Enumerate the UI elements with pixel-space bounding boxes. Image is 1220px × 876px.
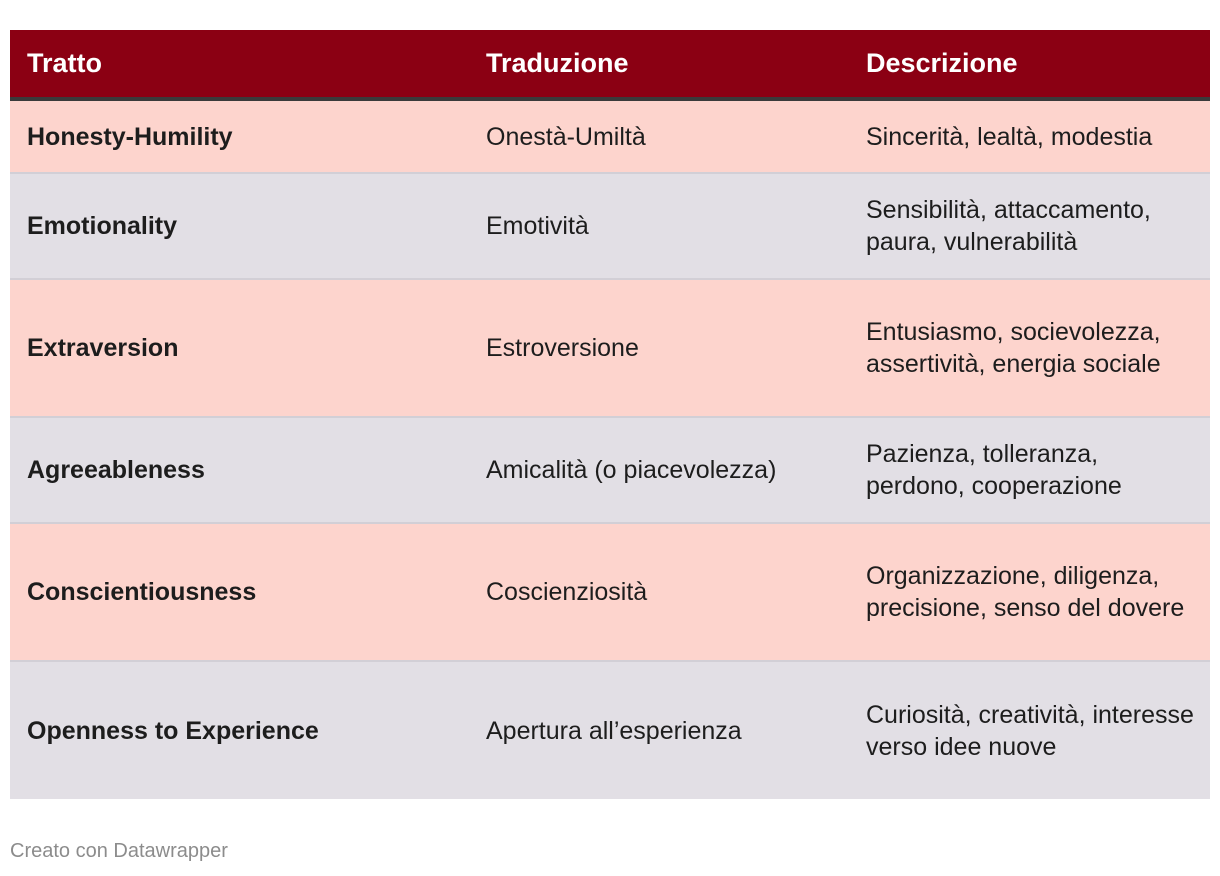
trait-cell: Extraversion (10, 279, 469, 418)
trait-cell: Openness to Experience (10, 661, 469, 799)
translation-cell: Estroversione (469, 279, 849, 418)
description-cell: Pazienza, tolleranza, perdono, cooperazi… (849, 417, 1210, 524)
traits-table-container: Tratto Traduzione Descrizione Honesty-Hu… (10, 30, 1210, 799)
trait-cell: Honesty-Humility (10, 99, 469, 174)
table-row: Openness to Experience Apertura all’espe… (10, 661, 1210, 799)
traits-table: Tratto Traduzione Descrizione Honesty-Hu… (10, 30, 1210, 799)
table-row: Extraversion Estroversione Entusiasmo, s… (10, 279, 1210, 418)
translation-cell: Coscienziosità (469, 523, 849, 662)
table-row: Conscientiousness Coscienziosità Organiz… (10, 523, 1210, 662)
description-cell: Entusiasmo, socievolezza, assertività, e… (849, 279, 1210, 418)
column-header-trait: Tratto (10, 30, 469, 101)
translation-cell: Apertura all’esperienza (469, 661, 849, 799)
translation-cell: Onestà-Umiltà (469, 99, 849, 174)
trait-cell: Agreeableness (10, 417, 469, 524)
description-cell: Organizzazione, diligenza, precisione, s… (849, 523, 1210, 662)
trait-cell: Conscientiousness (10, 523, 469, 662)
column-header-translation: Traduzione (469, 30, 849, 101)
table-row: Honesty-Humility Onestà-Umiltà Sincerità… (10, 99, 1210, 174)
translation-cell: Amicalità (o piacevolezza) (469, 417, 849, 524)
datawrapper-credit: Creato con Datawrapper (10, 840, 228, 862)
column-header-description: Descrizione (849, 30, 1210, 101)
description-cell: Sincerità, lealtà, modestia (849, 99, 1210, 174)
description-cell: Curiosità, creatività, interesse verso i… (849, 661, 1210, 799)
table-header-row: Tratto Traduzione Descrizione (10, 30, 1210, 101)
description-cell: Sensibilità, attaccamento, paura, vulner… (849, 173, 1210, 280)
table-row: Emotionality Emotività Sensibilità, atta… (10, 173, 1210, 280)
table-row: Agreeableness Amicalità (o piacevolezza)… (10, 417, 1210, 524)
translation-cell: Emotività (469, 173, 849, 280)
trait-cell: Emotionality (10, 173, 469, 280)
